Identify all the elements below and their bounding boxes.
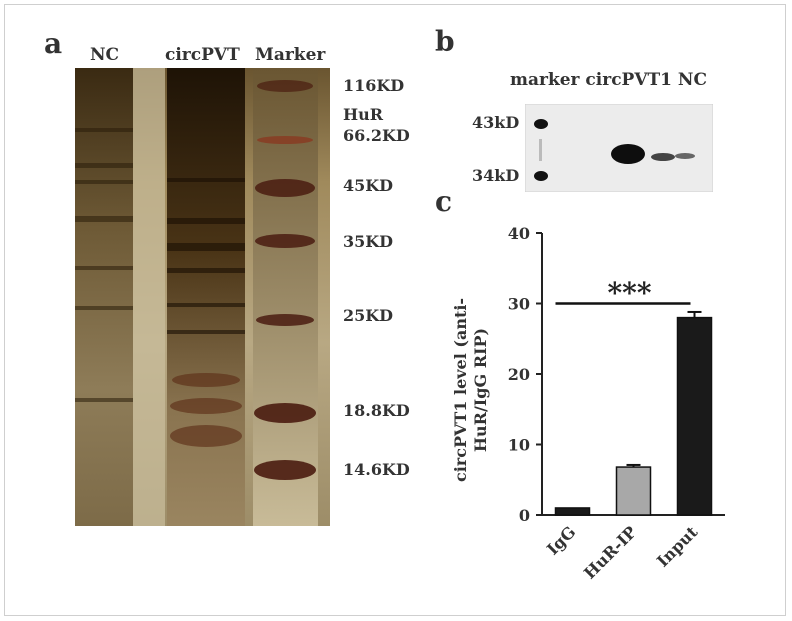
mw-label-18kd: 18.8KD — [343, 401, 410, 420]
blot-lane-labels: marker circPVT1 NC — [510, 70, 707, 90]
bar-input — [676, 316, 713, 516]
blot-mw-43kd: 43kD — [472, 113, 520, 132]
blot-mw-34kd: 34kD — [472, 166, 520, 185]
figure-frame — [4, 4, 786, 616]
lane-label-nc: NC — [90, 45, 120, 65]
rip-bar-chart: circPVT1 level (anti- HuR/IgG RIP) 0 10 20… — [451, 224, 725, 583]
western-blot — [525, 104, 713, 192]
x-tick-label-input: Input — [653, 522, 702, 571]
panel-c-label: c — [435, 185, 453, 218]
mw-label-25kd: 25KD — [343, 306, 394, 325]
panel-a-label: a — [44, 27, 63, 60]
lane-label-marker: Marker — [255, 45, 326, 65]
mw-label-hur: HuR — [343, 105, 384, 124]
y-axis-label-line2: HuR/IgG RIP) — [471, 328, 490, 452]
bar-igg — [554, 507, 591, 516]
mw-label-45kd: 45KD — [343, 176, 394, 195]
silver-stained-gel — [75, 68, 330, 526]
bar-hur-ip — [615, 466, 652, 516]
lane-label-circpvt: circPVT — [165, 45, 240, 65]
mw-label-116kd: 116KD — [343, 76, 405, 95]
y-tick-label-20: 20 — [508, 365, 530, 384]
y-tick-label-10: 10 — [508, 436, 530, 455]
mw-label-35kd: 35KD — [343, 232, 394, 251]
x-tick-label-igg: IgG — [543, 522, 579, 558]
y-tick-label-30: 30 — [508, 295, 530, 314]
mw-label-14kd: 14.6KD — [343, 460, 410, 479]
x-tick-label-hur-ip: HuR-IP — [580, 522, 640, 582]
panel-b-label: b — [435, 25, 455, 58]
significance-stars: *** — [608, 277, 652, 310]
y-axis-label-line1: circPVT1 level (anti- — [451, 298, 470, 482]
mw-label-66kd: 66.2KD — [343, 126, 410, 145]
y-tick-label-0: 0 — [519, 506, 530, 525]
y-tick-label-40: 40 — [508, 224, 530, 243]
